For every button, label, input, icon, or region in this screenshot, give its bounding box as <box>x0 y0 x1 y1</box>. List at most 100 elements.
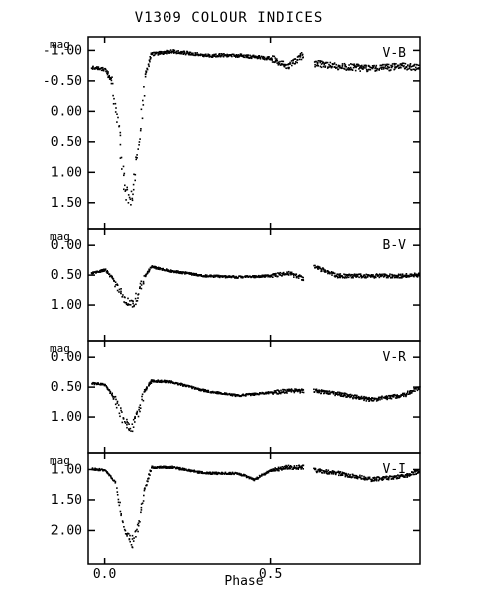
data-point <box>148 477 150 480</box>
data-point <box>283 65 285 67</box>
data-point <box>125 302 128 304</box>
data-point <box>270 468 273 471</box>
data-point <box>382 66 384 69</box>
data-point <box>136 528 138 531</box>
data-point <box>152 265 155 268</box>
data-point <box>412 68 415 71</box>
data-point <box>111 82 114 85</box>
data-point <box>268 391 271 394</box>
data-point <box>211 473 214 475</box>
data-point <box>401 277 403 279</box>
data-point <box>267 471 270 474</box>
data-point <box>175 382 178 384</box>
data-point <box>183 271 186 274</box>
data-point <box>149 469 151 472</box>
data-point <box>273 61 276 64</box>
data-point <box>386 478 389 481</box>
data-point <box>91 468 93 471</box>
data-point <box>325 61 327 64</box>
data-point <box>350 68 353 71</box>
data-point <box>414 69 417 71</box>
data-point <box>400 475 403 477</box>
data-point <box>112 103 115 105</box>
data-point <box>406 391 409 394</box>
data-point <box>136 300 139 302</box>
data-point <box>253 275 255 277</box>
data-point <box>361 276 363 278</box>
data-point <box>381 479 384 481</box>
data-point <box>319 267 321 269</box>
data-point <box>414 390 416 392</box>
data-point <box>352 274 354 276</box>
data-point <box>318 468 320 471</box>
data-point <box>378 273 381 275</box>
data-point <box>329 61 332 64</box>
data-point <box>286 63 289 66</box>
data-point <box>176 467 178 469</box>
data-point <box>288 63 290 65</box>
data-point <box>120 288 122 290</box>
data-point <box>351 69 354 71</box>
data-point <box>368 68 370 71</box>
data-point <box>109 76 111 79</box>
data-point <box>142 282 145 284</box>
data-point <box>326 390 329 392</box>
data-point <box>114 285 116 288</box>
data-point <box>349 396 351 399</box>
data-point <box>357 65 359 67</box>
data-point <box>177 382 179 384</box>
data-point <box>116 491 119 493</box>
data-point <box>366 398 368 400</box>
data-point <box>296 467 299 469</box>
data-point <box>404 474 407 476</box>
data-point <box>345 473 347 476</box>
data-point <box>366 70 369 72</box>
data-point <box>339 392 342 394</box>
data-point <box>134 421 136 423</box>
data-point <box>347 394 349 397</box>
data-point <box>359 398 362 400</box>
data-point <box>121 168 123 170</box>
data-point <box>106 471 108 473</box>
data-point <box>274 61 277 63</box>
data-point <box>365 277 367 279</box>
data-point <box>119 157 122 159</box>
data-point <box>350 276 353 279</box>
data-point <box>132 193 134 196</box>
data-point <box>134 297 137 300</box>
data-point <box>238 56 240 58</box>
data-point <box>223 53 225 55</box>
data-point <box>160 467 163 469</box>
data-point <box>202 388 204 391</box>
data-point <box>344 472 346 475</box>
data-point <box>128 429 131 432</box>
data-point <box>276 60 279 62</box>
data-point <box>191 274 193 276</box>
data-point <box>130 544 133 546</box>
data-point <box>365 400 368 402</box>
data-point <box>266 57 268 60</box>
data-point <box>301 388 303 390</box>
y-tick-label: 0.50 <box>51 135 82 150</box>
data-point <box>147 478 149 480</box>
data-point <box>246 54 248 56</box>
data-point <box>388 397 390 400</box>
data-point <box>302 279 305 282</box>
data-point <box>411 65 414 67</box>
data-point <box>334 275 336 277</box>
data-point <box>157 53 160 56</box>
data-point <box>296 390 299 393</box>
data-point <box>418 67 421 69</box>
data-point <box>142 99 144 102</box>
data-point <box>254 55 257 57</box>
data-point <box>341 63 344 65</box>
data-point <box>238 395 241 398</box>
data-point <box>132 426 135 428</box>
data-point <box>127 303 129 305</box>
data-point <box>220 55 223 57</box>
data-point <box>320 390 323 392</box>
data-point <box>323 63 325 66</box>
data-point <box>189 53 192 56</box>
data-point <box>152 266 154 268</box>
data-point <box>415 275 418 278</box>
